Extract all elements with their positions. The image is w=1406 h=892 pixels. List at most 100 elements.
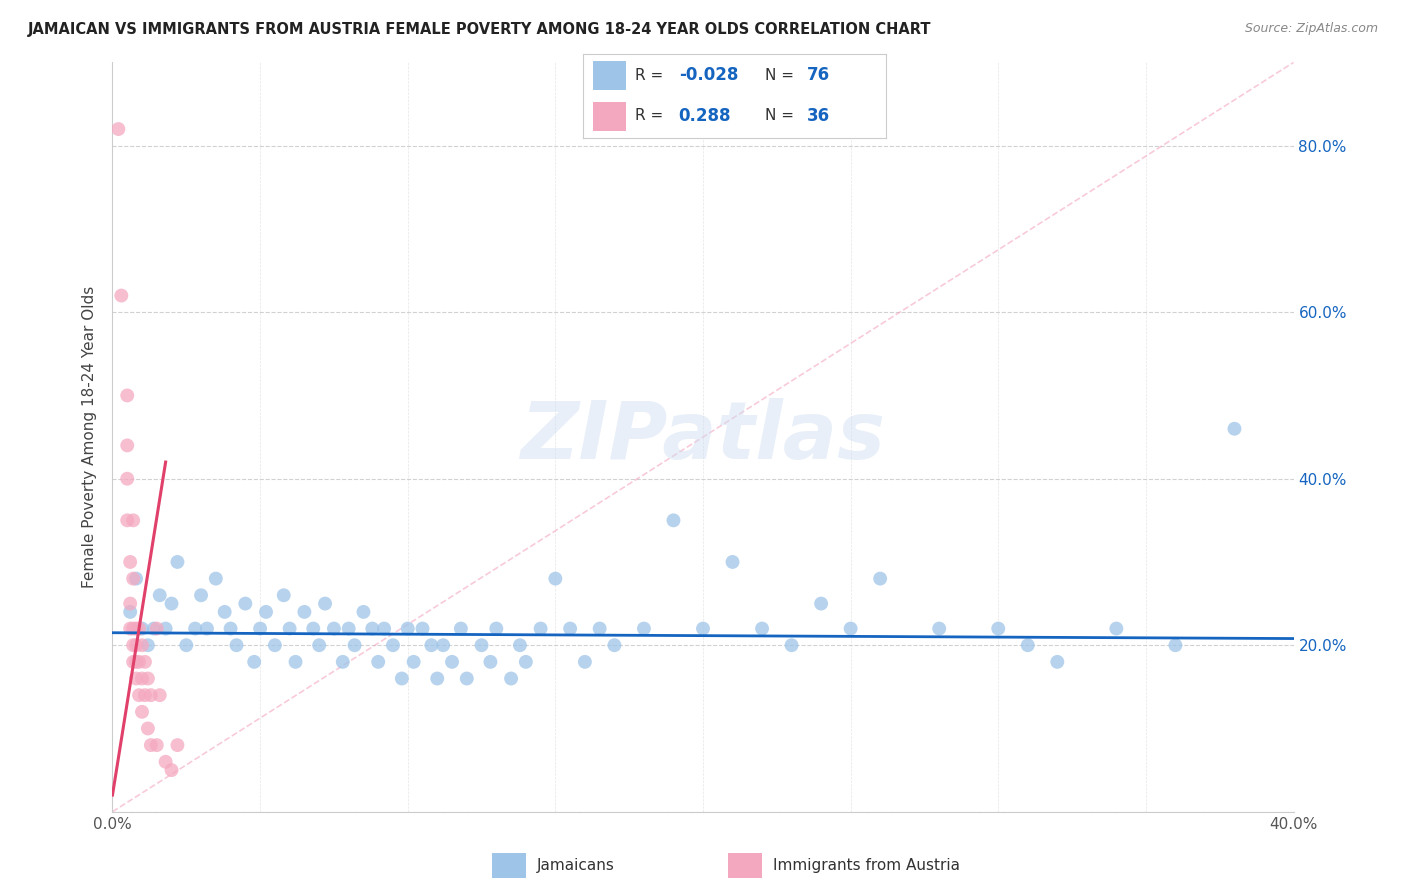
Point bbox=[367, 655, 389, 669]
Point bbox=[249, 622, 271, 636]
Point bbox=[155, 622, 177, 636]
Point bbox=[314, 597, 336, 611]
Point bbox=[134, 655, 156, 669]
Point bbox=[136, 672, 159, 686]
Text: Jamaicans: Jamaicans bbox=[537, 858, 614, 872]
Point bbox=[352, 605, 374, 619]
Point bbox=[662, 513, 685, 527]
Point bbox=[125, 622, 148, 636]
Point bbox=[122, 572, 145, 586]
Point bbox=[509, 638, 531, 652]
Point bbox=[1164, 638, 1187, 652]
Y-axis label: Female Poverty Among 18-24 Year Olds: Female Poverty Among 18-24 Year Olds bbox=[82, 286, 97, 588]
Point bbox=[122, 655, 145, 669]
Point bbox=[450, 622, 472, 636]
Point bbox=[125, 572, 148, 586]
Point bbox=[146, 622, 169, 636]
Point bbox=[1046, 655, 1069, 669]
Point bbox=[323, 622, 346, 636]
Point bbox=[264, 638, 287, 652]
Point bbox=[382, 638, 405, 652]
Point bbox=[110, 288, 132, 302]
Point bbox=[128, 688, 150, 702]
Point bbox=[292, 605, 315, 619]
Point bbox=[373, 622, 395, 636]
Point bbox=[780, 638, 803, 652]
Text: ZIPatlas: ZIPatlas bbox=[520, 398, 886, 476]
Point bbox=[426, 672, 449, 686]
Point bbox=[120, 597, 142, 611]
Point bbox=[302, 622, 325, 636]
Point bbox=[160, 597, 183, 611]
Point bbox=[515, 655, 537, 669]
Text: R =: R = bbox=[636, 68, 668, 83]
Point bbox=[120, 622, 142, 636]
Point bbox=[125, 655, 148, 669]
Point bbox=[361, 622, 384, 636]
Text: Source: ZipAtlas.com: Source: ZipAtlas.com bbox=[1244, 22, 1378, 36]
Point bbox=[391, 672, 413, 686]
Point bbox=[117, 388, 138, 402]
Point bbox=[205, 572, 228, 586]
Point bbox=[184, 622, 207, 636]
Point bbox=[479, 655, 502, 669]
Point bbox=[544, 572, 567, 586]
Point bbox=[131, 705, 153, 719]
Point bbox=[529, 622, 551, 636]
Point bbox=[166, 555, 188, 569]
Point bbox=[195, 622, 218, 636]
Point bbox=[122, 513, 145, 527]
Point bbox=[166, 738, 188, 752]
Point bbox=[501, 672, 523, 686]
Point bbox=[396, 622, 419, 636]
Point bbox=[273, 588, 295, 602]
Point bbox=[149, 588, 172, 602]
Point bbox=[574, 655, 596, 669]
Text: R =: R = bbox=[636, 108, 668, 123]
Point bbox=[869, 572, 891, 586]
Point bbox=[155, 755, 177, 769]
Point bbox=[1105, 622, 1128, 636]
Point bbox=[603, 638, 626, 652]
Point bbox=[441, 655, 464, 669]
Point bbox=[142, 622, 165, 636]
Point bbox=[343, 638, 366, 652]
Point bbox=[107, 122, 129, 136]
Text: 0.288: 0.288 bbox=[679, 107, 731, 125]
Bar bbox=[728, 853, 762, 878]
Point bbox=[243, 655, 266, 669]
Text: JAMAICAN VS IMMIGRANTS FROM AUSTRIA FEMALE POVERTY AMONG 18-24 YEAR OLDS CORRELA: JAMAICAN VS IMMIGRANTS FROM AUSTRIA FEMA… bbox=[28, 22, 932, 37]
Point bbox=[751, 622, 773, 636]
Point bbox=[149, 688, 172, 702]
Point bbox=[721, 555, 744, 569]
Point bbox=[588, 622, 610, 636]
Point bbox=[117, 438, 138, 452]
Point bbox=[125, 672, 148, 686]
Point bbox=[337, 622, 360, 636]
Text: -0.028: -0.028 bbox=[679, 66, 738, 84]
Point bbox=[122, 622, 145, 636]
Point bbox=[692, 622, 714, 636]
Point bbox=[987, 622, 1010, 636]
Point bbox=[128, 655, 150, 669]
Text: N =: N = bbox=[765, 68, 799, 83]
Point bbox=[633, 622, 655, 636]
Point bbox=[284, 655, 307, 669]
Point bbox=[485, 622, 508, 636]
Point bbox=[928, 622, 950, 636]
Point bbox=[308, 638, 330, 652]
Point bbox=[420, 638, 443, 652]
Text: N =: N = bbox=[765, 108, 799, 123]
Text: 76: 76 bbox=[807, 66, 831, 84]
Point bbox=[1223, 422, 1246, 436]
Point bbox=[470, 638, 494, 652]
Bar bbox=[592, 102, 626, 130]
Point bbox=[131, 622, 153, 636]
Point bbox=[190, 588, 212, 602]
Point bbox=[125, 638, 148, 652]
Point bbox=[1017, 638, 1039, 652]
Point bbox=[278, 622, 301, 636]
Point bbox=[131, 672, 153, 686]
Point bbox=[160, 763, 183, 777]
Point bbox=[117, 513, 138, 527]
